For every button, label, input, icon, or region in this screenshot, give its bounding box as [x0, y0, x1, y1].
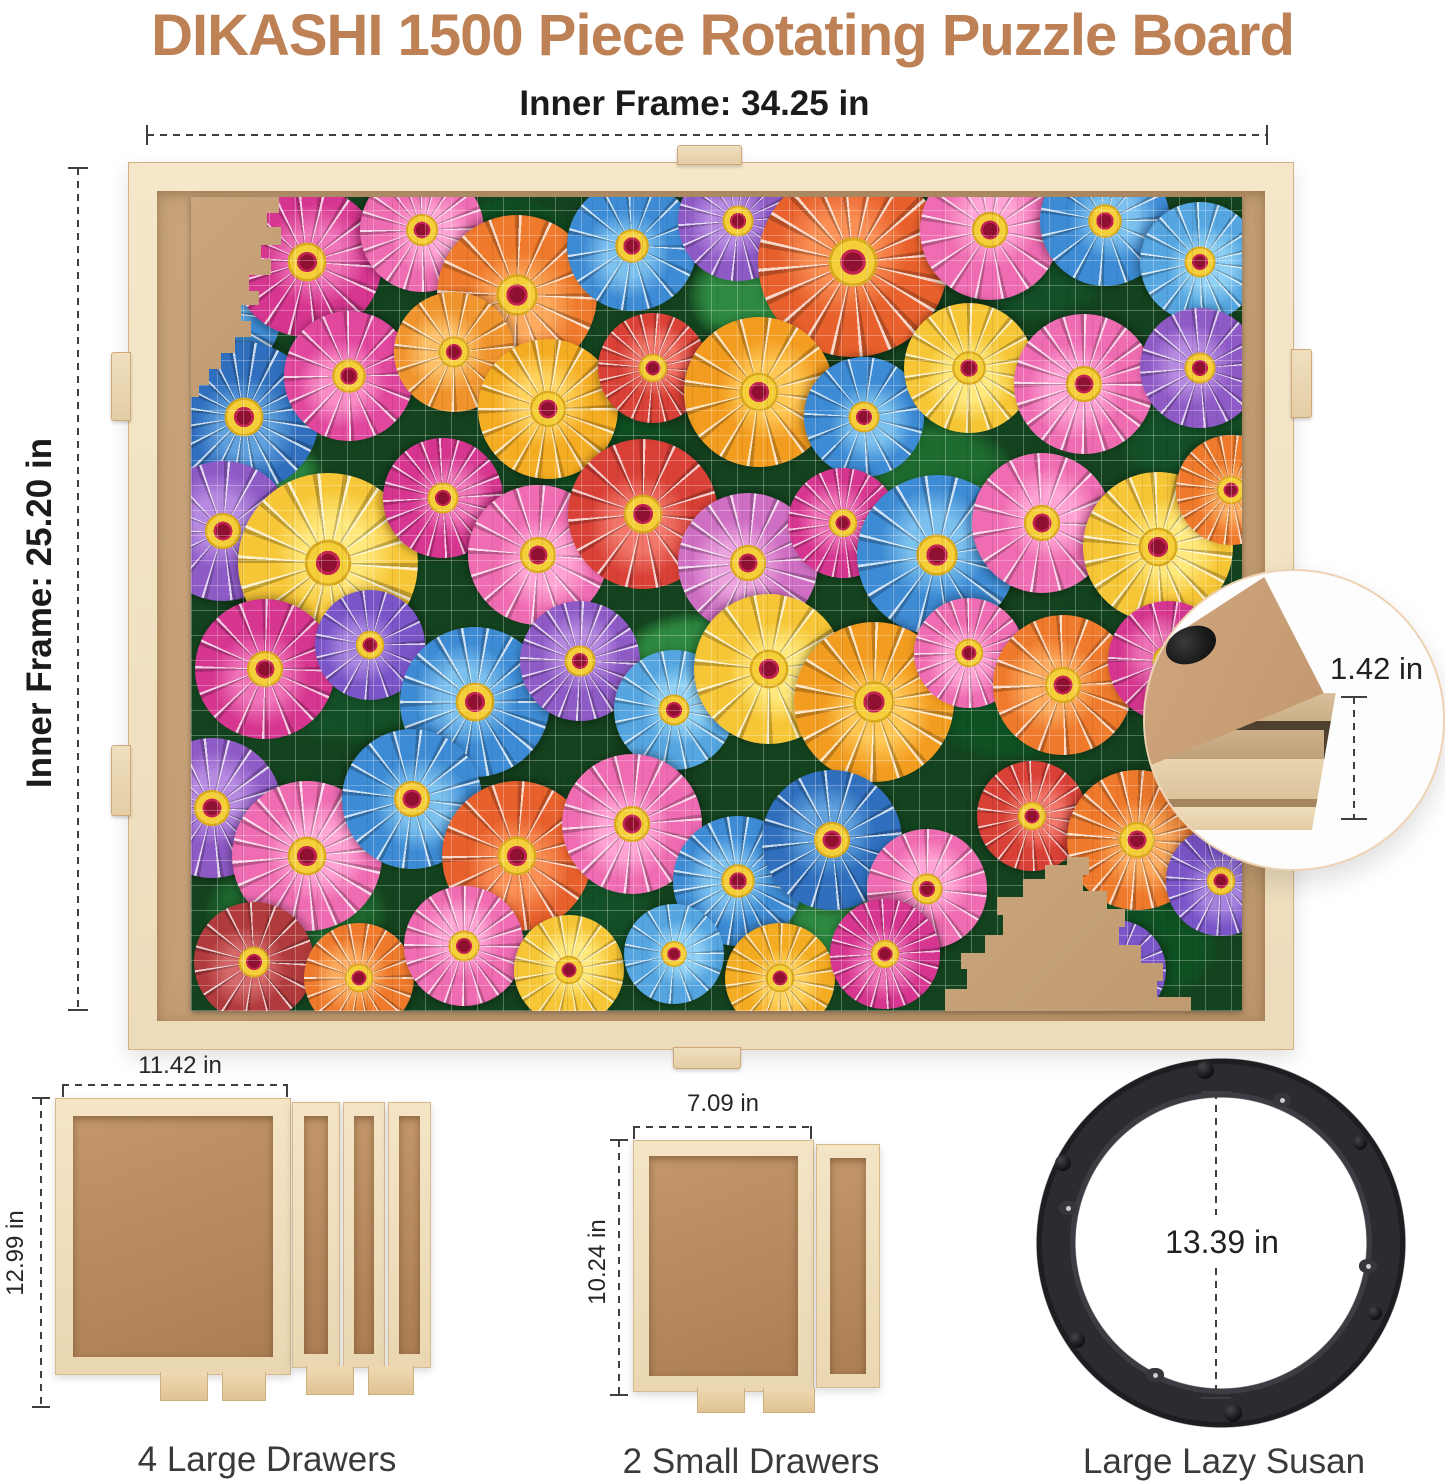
- large-drawers-caption: 4 Large Drawers: [137, 1440, 397, 1479]
- lazy-susan-dim-line-bottom: [1215, 1268, 1217, 1398]
- inner-frame-height-line: [77, 168, 79, 1010]
- board-backboard: [157, 191, 1265, 1021]
- thickness-dim-line: [1353, 697, 1355, 819]
- dim-tick: [610, 1139, 628, 1141]
- inset-dark-strip: [1145, 798, 1336, 807]
- large-drawer-rear-3: [388, 1102, 431, 1368]
- lazy-susan-mount-tab: [1359, 1259, 1377, 1274]
- dim-tick: [1201, 1091, 1231, 1093]
- drawer-foot: [368, 1366, 414, 1395]
- dim-tick: [1341, 818, 1367, 820]
- board-tab-left-2: [111, 745, 131, 816]
- dim-tick: [810, 1126, 812, 1139]
- drawer-foot: [697, 1388, 745, 1413]
- dim-tick: [1201, 1397, 1231, 1399]
- large-drawer-rear-1: [292, 1102, 340, 1368]
- small-drawer-width-line: [633, 1126, 812, 1128]
- dim-tick: [286, 1084, 288, 1097]
- large-drawer-height-label: 12.99 in: [2, 1210, 29, 1296]
- lazy-susan-foot-dot: [1353, 1136, 1367, 1150]
- lazy-susan-foot-dot: [1069, 1332, 1085, 1348]
- lazy-susan-mount-tab: [1146, 1368, 1164, 1383]
- thickness-label: 1.42 in: [1330, 651, 1424, 686]
- small-drawer-height-label: 10.24 in: [584, 1219, 611, 1305]
- drawer-interior-sliver: [399, 1116, 420, 1354]
- drawer-foot: [222, 1372, 266, 1401]
- large-drawer-width-label: 11.42 in: [138, 1052, 222, 1079]
- small-drawer-rear: [816, 1144, 880, 1388]
- dim-tick: [68, 1009, 88, 1011]
- small-drawers-caption: 2 Small Drawers: [622, 1442, 880, 1481]
- dim-tick: [32, 1097, 50, 1099]
- puzzle-piece-grid: [191, 197, 1242, 1011]
- small-drawer-width-label: 7.09 in: [686, 1090, 760, 1117]
- thickness-zoom-inset: 1.42 in: [1143, 569, 1445, 871]
- lazy-susan-foot-dot: [1224, 1404, 1242, 1422]
- lazy-susan-dim-line-top: [1215, 1092, 1217, 1215]
- puzzle-board: [111, 145, 1312, 1069]
- dim-tick: [610, 1394, 628, 1396]
- page-title: DIKASHI 1500 Piece Rotating Puzzle Board: [151, 3, 1295, 68]
- drawer-foot: [763, 1388, 815, 1413]
- board-tab-left-1: [111, 352, 131, 421]
- inner-frame-width-line: [147, 134, 1268, 136]
- small-drawer-height-line: [618, 1140, 620, 1396]
- inner-frame-width-label: Inner Frame: 34.25 in: [519, 84, 870, 123]
- drawer-interior-sliver: [304, 1116, 328, 1354]
- dim-tick: [32, 1406, 50, 1408]
- dim-tick: [1341, 696, 1367, 698]
- dim-tick: [1266, 125, 1268, 145]
- lazy-susan-mount-tab: [1273, 1093, 1291, 1108]
- lazy-susan-foot-dot: [1055, 1155, 1071, 1171]
- dim-tick: [68, 167, 88, 169]
- board-tab-right: [1291, 349, 1312, 418]
- lazy-susan-foot-dot: [1368, 1306, 1382, 1320]
- lazy-susan-ring: [1035, 1057, 1407, 1429]
- board-tab-bottom: [673, 1047, 741, 1069]
- lazy-susan-foot-dot: [1196, 1061, 1214, 1079]
- puzzle-image: [191, 197, 1242, 1011]
- inset-rail: [1145, 758, 1336, 799]
- lazy-susan-mount-tab: [1059, 1201, 1077, 1216]
- dim-tick: [62, 1084, 64, 1097]
- drawer-foot: [306, 1366, 354, 1395]
- lazy-susan-caption: Large Lazy Susan: [1082, 1442, 1366, 1481]
- lazy-susan-diameter-label: 13.39 in: [1165, 1224, 1279, 1260]
- board-tab-top: [677, 145, 742, 165]
- small-drawer-interior: [649, 1156, 798, 1376]
- small-drawer-front: [633, 1140, 814, 1392]
- large-drawer-front: [55, 1098, 291, 1375]
- large-drawer-height-line: [40, 1098, 42, 1408]
- drawer-interior-sliver: [354, 1116, 374, 1354]
- drawer-interior-sliver: [830, 1158, 866, 1374]
- dim-tick: [146, 125, 148, 145]
- inset-bottom-rail: [1145, 806, 1336, 831]
- large-drawer-interior: [73, 1116, 273, 1357]
- inner-frame-height-label: Inner Frame: 25.20 in: [20, 437, 59, 789]
- dim-tick: [633, 1126, 635, 1139]
- drawer-foot: [160, 1372, 208, 1401]
- large-drawer-width-line: [62, 1084, 288, 1086]
- large-drawer-rear-2: [343, 1102, 385, 1368]
